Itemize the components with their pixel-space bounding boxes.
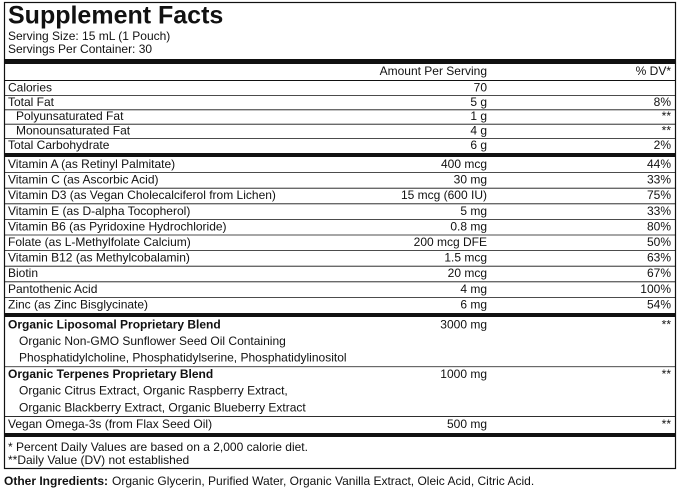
thick-rule xyxy=(4,313,676,317)
daily-value: 100% xyxy=(640,282,671,296)
nutrient-name: Pantothenic Acid xyxy=(8,282,97,296)
blend-detail: Organic Non-GMO Sunflower Seed Oil Conta… xyxy=(19,334,286,348)
nutrient-name: Vegan Omega-3s (from Flax Seed Oil) xyxy=(8,417,212,431)
amount: 1000 mg xyxy=(440,367,487,381)
amount: 1 g xyxy=(470,109,487,123)
blend-detail: Phosphatidylcholine, Phosphatidylserine,… xyxy=(19,351,347,365)
nutrient-name: Vitamin A (as Retinyl Palmitate) xyxy=(8,157,175,171)
daily-value: 54% xyxy=(647,297,671,311)
daily-value: ** xyxy=(662,367,672,381)
amount: 400 mcg xyxy=(441,157,487,171)
amount: 1.5 mcg xyxy=(444,251,487,265)
amount: 0.8 mg xyxy=(450,219,487,233)
daily-value: 33% xyxy=(647,173,671,187)
nutrient-name: Organic Liposomal Proprietary Blend xyxy=(8,317,221,331)
nutrient-name: Total Fat xyxy=(8,95,55,109)
amount: 20 mcg xyxy=(448,266,487,280)
nutrient-name: Vitamin B6 (as Pyridoxine Hydrochloride) xyxy=(8,219,227,233)
daily-value: 80% xyxy=(647,219,671,233)
serving-size: Serving Size: 15 mL (1 Pouch) xyxy=(8,29,170,43)
amount: 30 mg xyxy=(454,173,487,187)
daily-value: ** xyxy=(662,417,672,431)
daily-value: 8% xyxy=(654,95,672,109)
daily-value: 63% xyxy=(647,251,671,265)
nutrient-name: Organic Terpenes Proprietary Blend xyxy=(8,367,213,381)
amount: 5 mg xyxy=(460,204,487,218)
amount: 70 xyxy=(474,80,488,94)
nutrient-name: Calories xyxy=(8,80,52,94)
daily-value: ** xyxy=(662,317,672,331)
daily-value: 2% xyxy=(654,138,672,152)
daily-value: 67% xyxy=(647,266,671,280)
thick-rule xyxy=(4,59,676,64)
nutrient-name: Monounsaturated Fat xyxy=(16,124,131,138)
nutrient-name: Vitamin E (as D-alpha Tocopherol) xyxy=(8,204,190,218)
daily-value: 44% xyxy=(647,157,671,171)
dv-header: % DV* xyxy=(636,64,672,78)
daily-value: 33% xyxy=(647,204,671,218)
daily-value: ** xyxy=(662,109,672,123)
blend-detail: Organic Citrus Extract, Organic Raspberr… xyxy=(19,384,288,398)
nutrient-name: Folate (as L-Methylfolate Calcium) xyxy=(8,235,191,249)
footnote: **Daily Value (DV) not established xyxy=(8,453,189,467)
other-ingredients: Organic Glycerin, Purified Water, Organi… xyxy=(112,474,534,488)
thick-rule xyxy=(4,153,676,157)
nutrient-name: Polyunsaturated Fat xyxy=(16,109,124,123)
nutrient-name: Vitamin C (as Ascorbic Acid) xyxy=(8,173,159,187)
amount: 15 mcg (600 IU) xyxy=(401,188,487,202)
nutrient-name: Total Carbohydrate xyxy=(8,138,110,152)
amount: 200 mcg DFE xyxy=(414,235,487,249)
amount: 4 g xyxy=(470,124,487,138)
amount-header: Amount Per Serving xyxy=(380,64,487,78)
amount: 6 g xyxy=(470,138,487,152)
footnote: * Percent Daily Values are based on a 2,… xyxy=(8,440,308,454)
amount: 6 mg xyxy=(460,297,487,311)
amount: 4 mg xyxy=(460,282,487,296)
daily-value: 50% xyxy=(647,235,671,249)
nutrient-name: Vitamin B12 (as Methylcobalamin) xyxy=(8,251,190,265)
nutrient-name: Biotin xyxy=(8,266,38,280)
nutrient-name: Zinc (as Zinc Bisglycinate) xyxy=(8,297,148,311)
amount: 5 g xyxy=(470,95,487,109)
daily-value: 75% xyxy=(647,188,671,202)
servings-per-container: Servings Per Container: 30 xyxy=(8,42,152,56)
amount: 3000 mg xyxy=(440,317,487,331)
thick-rule xyxy=(4,433,676,437)
title: Supplement Facts xyxy=(8,2,223,30)
blend-detail: Organic Blackberry Extract, Organic Blue… xyxy=(19,400,306,414)
nutrient-name: Vitamin D3 (as Vegan Cholecalciferol fro… xyxy=(8,188,276,202)
other-ingredients-label: Other Ingredients: xyxy=(4,474,108,488)
amount: 500 mg xyxy=(447,417,487,431)
daily-value: ** xyxy=(662,124,672,138)
label-border xyxy=(3,1,677,470)
